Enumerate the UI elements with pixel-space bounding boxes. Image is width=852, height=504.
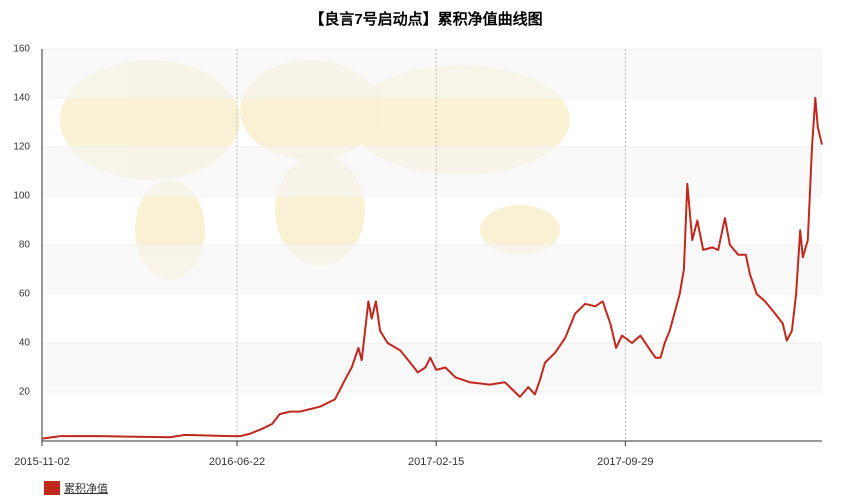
y-tick-label: 160 bbox=[13, 44, 30, 55]
y-tick-label: 20 bbox=[19, 387, 31, 398]
line bbox=[41, 97, 823, 440]
x-tick-label: 2017-02-15 bbox=[408, 456, 464, 468]
x-tick-label: 2016-06-22 bbox=[209, 456, 265, 468]
y-tick-label: 100 bbox=[13, 191, 30, 202]
x-tick-label: 2015-11-02 bbox=[14, 456, 69, 468]
y-tick-label: 120 bbox=[13, 142, 30, 153]
y-tick-label: 60 bbox=[19, 289, 31, 300]
grid-band bbox=[42, 245, 822, 294]
y-tick-label: 140 bbox=[13, 93, 30, 104]
grid-band bbox=[42, 147, 822, 196]
grid-band bbox=[42, 343, 822, 392]
grid-band bbox=[42, 49, 822, 98]
legend-swatch bbox=[44, 481, 60, 495]
y-tick-label: 80 bbox=[19, 240, 31, 251]
chart-title: 【良言7号启动点】累积净值曲线图 bbox=[309, 10, 542, 28]
legend-label: 累积净值 bbox=[64, 481, 108, 495]
x-tick-label: 2017-09-29 bbox=[597, 456, 653, 468]
y-tick-label: 40 bbox=[19, 338, 31, 349]
